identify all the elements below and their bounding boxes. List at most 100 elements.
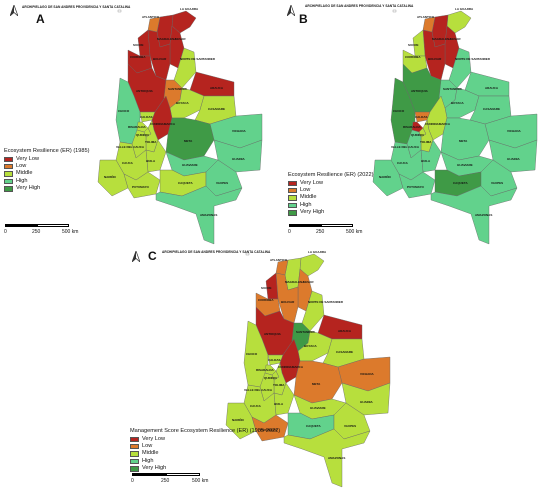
department-label: SUCRE [261, 286, 272, 290]
department-label: CORDOBA [405, 55, 421, 59]
legend-swatch [4, 186, 13, 192]
department-label: CUNDINAMARCA [278, 365, 304, 369]
legend-label: Very High [300, 209, 325, 216]
department-label: CAUCA [397, 161, 409, 165]
department-label: HUILA [274, 402, 284, 406]
panel-letter: A [36, 12, 45, 26]
legend-label: Very Low [16, 155, 40, 162]
department-label: BOLIVAR [281, 300, 295, 304]
legend-swatch [288, 195, 297, 201]
department-label: CHOCO [393, 109, 405, 113]
department-arauca [464, 71, 510, 97]
department-label: LA GUAJIRA [180, 7, 199, 11]
department-label: CORDOBA [258, 298, 274, 302]
department-label: NORTE DE SANTANDER [455, 57, 491, 61]
department-label: ATLANTICO [417, 15, 435, 19]
department-label: AMAZONAS [328, 456, 345, 460]
scale-label: 0 [131, 478, 134, 484]
department-putumayo [251, 414, 289, 442]
department-label: CUNDINAMARCA [425, 122, 451, 126]
department-label: BOYACA [176, 101, 190, 105]
department-label: CALDAS [268, 358, 281, 362]
department-label: GUAINIA [360, 400, 374, 404]
department-amazonas [430, 185, 518, 245]
department-label: MAGDALENA [432, 37, 452, 41]
department-label: ARAUCA [338, 329, 352, 333]
panel-letter: B [299, 12, 308, 26]
department-bolivar [147, 29, 171, 81]
legend: Ecosystem Resilience (ER) (2022) Very Lo… [288, 172, 374, 217]
department-label: CHOCO [118, 109, 130, 113]
legend-item: High [130, 458, 280, 465]
department-label: QUINDIO [264, 376, 278, 380]
department-label: VICHADA [232, 129, 247, 133]
department-label: GUAVIARE [457, 163, 473, 167]
department-label: LA GUAJIRA [455, 7, 474, 11]
department-label: BOLIVAR [428, 57, 442, 61]
department-label: META [184, 139, 193, 143]
department-label: GUAINIA [507, 157, 521, 161]
department-label: VAUPES [491, 181, 503, 185]
legend-swatch [4, 163, 13, 170]
scale-label: 500 km [62, 229, 79, 235]
department-label: CAQUETA [178, 181, 193, 185]
scale-bar: 0 250 500 km [131, 473, 208, 489]
department-putumayo [398, 171, 436, 199]
department-bolivar [275, 272, 299, 324]
department-label: BOYACA [451, 101, 465, 105]
department-amazonas [283, 428, 371, 488]
legend-label: Very Low [300, 179, 324, 186]
department-label: ANTIOQUIA [136, 89, 154, 93]
north-arrow-icon [132, 251, 140, 262]
scale-label: 0 [4, 229, 7, 235]
scale-label: 250 [161, 478, 170, 484]
department-arauca [317, 314, 363, 340]
department-label: ATLANTICO [270, 258, 288, 262]
legend-item: Middle [130, 450, 280, 457]
scale-label: 250 [32, 229, 41, 235]
scale-bar: 0 250 500 km [4, 224, 78, 240]
legend-item: High [288, 202, 374, 209]
department-label: VAUPES [216, 181, 228, 185]
department-label: VALLE DEL CAUCA [391, 145, 420, 149]
department-label: CAQUETA [453, 181, 468, 185]
department-label: AMAZONAS [200, 213, 217, 217]
department-label: MAGDALENA [157, 37, 177, 41]
department-label: ANTIOQUIA [411, 89, 429, 93]
department-bolivar [422, 29, 446, 81]
department-label: CAUCA [250, 404, 262, 408]
department-label: CASANARE [336, 350, 353, 354]
legend-swatch [288, 180, 297, 186]
department-label: SUCRE [408, 43, 419, 47]
legend-item: Middle [4, 170, 90, 177]
department-label: TOLIMA [273, 383, 285, 387]
legend-swatch [288, 187, 297, 194]
department-label: META [312, 382, 321, 386]
department-label: VAUPES [344, 424, 356, 428]
department-label: PUTUMAYO [260, 428, 278, 432]
archipelago-label: ARCHIPIELAGO DE SAN ANDRES PROVIDENCIA Y… [162, 250, 271, 254]
department-label: HUILA [146, 159, 156, 163]
map-panel-c: C ARCHIPIELAGO DE SAN ANDRES PROVIDENCIA… [110, 245, 440, 489]
scale-label: 250 [316, 229, 325, 235]
department-label: PUTUMAYO [132, 185, 150, 189]
department-label: NARIÑO [379, 174, 391, 179]
department-label: SUCRE [133, 43, 144, 47]
department-label: LA GUAJIRA [308, 250, 327, 254]
department-label: CAUCA [122, 161, 134, 165]
department-label: GUAVIARE [182, 163, 198, 167]
legend-item: Very Low [288, 180, 374, 187]
department-label: ANTIOQUIA [264, 332, 282, 336]
scale-bar: 0 250 500 km [288, 224, 362, 240]
department-label: GUAINIA [232, 157, 246, 161]
legend-item: Very Low [4, 156, 90, 163]
department-label: CUNDINAMARCA [150, 122, 176, 126]
legend-label: Very High [16, 185, 41, 192]
legend-label: Middle [16, 170, 33, 177]
department-label: NORTE DE SANTANDER [180, 57, 216, 61]
department-label: CESAR [175, 37, 186, 41]
north-arrow-icon [287, 5, 295, 16]
department-label: PUTUMAYO [407, 185, 425, 189]
